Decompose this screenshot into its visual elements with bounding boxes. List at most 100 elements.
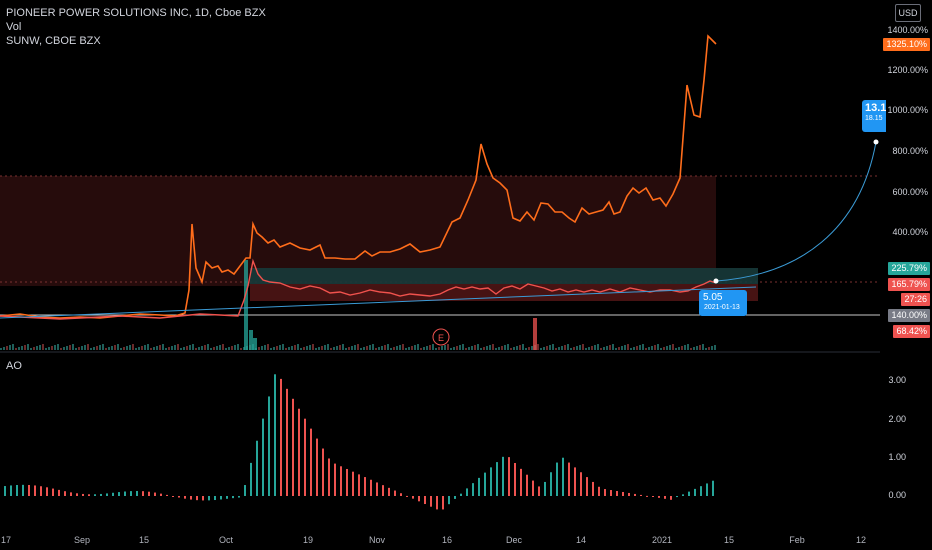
ao-bar bbox=[52, 488, 54, 496]
volume-bar bbox=[9, 345, 11, 350]
ao-bar bbox=[76, 493, 78, 496]
volume-bar bbox=[315, 348, 317, 350]
volume-bar bbox=[396, 346, 398, 350]
ao-bar bbox=[580, 472, 582, 496]
volume-bar bbox=[657, 344, 659, 350]
volume-bar bbox=[117, 344, 119, 350]
volume-bar bbox=[519, 345, 521, 350]
volume-bar bbox=[78, 347, 80, 350]
volume-bar bbox=[558, 347, 560, 350]
volume-bar bbox=[39, 345, 41, 350]
volume-bar bbox=[72, 344, 74, 350]
volume-bar bbox=[381, 346, 383, 350]
ao-bar bbox=[46, 487, 48, 496]
ao-bar bbox=[538, 486, 540, 496]
ao-bar bbox=[568, 462, 570, 496]
volume-bar bbox=[177, 344, 179, 350]
x-tick-label: 14 bbox=[575, 535, 587, 545]
volume-bar bbox=[555, 348, 557, 350]
ao-bar bbox=[526, 474, 528, 496]
volume-bar bbox=[249, 330, 253, 350]
volume-bar bbox=[42, 344, 44, 350]
ao-bar bbox=[280, 378, 282, 496]
projection-callout[interactable]: 13.1 18.15 bbox=[862, 100, 886, 132]
ao-bar bbox=[106, 493, 108, 496]
volume-bar bbox=[564, 345, 566, 350]
x-tick-label: Dec bbox=[505, 535, 523, 545]
volume-bar bbox=[183, 347, 185, 350]
ao-indicator-title[interactable]: AO bbox=[6, 360, 22, 372]
ao-bar bbox=[58, 489, 60, 496]
x-tick-label: Oct bbox=[218, 535, 234, 545]
y-tick-label: 1000.00% bbox=[887, 105, 928, 115]
ao-bar bbox=[550, 472, 552, 496]
ao-bar bbox=[598, 486, 600, 496]
ao-bar bbox=[628, 492, 630, 496]
volume-bar bbox=[711, 346, 713, 350]
ao-y-tick-label: 0.00 bbox=[888, 490, 906, 500]
ao-bar bbox=[16, 485, 18, 496]
x-tick-label: Nov bbox=[368, 535, 386, 545]
volume-bar bbox=[129, 345, 131, 350]
ao-bar bbox=[700, 486, 702, 496]
volume-bar bbox=[699, 345, 701, 350]
ao-bar bbox=[184, 496, 186, 499]
volume-bar bbox=[606, 346, 608, 350]
volume-bar bbox=[516, 346, 518, 350]
volume-bar bbox=[213, 347, 215, 350]
ao-bar bbox=[442, 496, 444, 510]
legend-title[interactable]: PIONEER POWER SOLUTIONS INC, 1D, Cboe BZ… bbox=[6, 7, 266, 19]
volume-bar bbox=[693, 347, 695, 350]
volume-bar bbox=[375, 348, 377, 350]
volume-bar bbox=[108, 347, 110, 350]
volume-bar bbox=[303, 347, 305, 350]
x-tick-label: 16 bbox=[441, 535, 453, 545]
y-tick-label: 600.00% bbox=[892, 187, 928, 197]
volume-bar bbox=[253, 338, 257, 350]
volume-bar bbox=[420, 348, 422, 350]
x-tick-label: Sep bbox=[73, 535, 91, 545]
ao-bar bbox=[82, 493, 84, 496]
price-callout[interactable]: 5.05 2021-01-13 bbox=[699, 290, 747, 316]
x-tick-label: 15 bbox=[723, 535, 735, 545]
volume-bar bbox=[273, 347, 275, 350]
price-callout-value: 5.05 bbox=[703, 292, 723, 303]
volume-bar bbox=[57, 344, 59, 350]
projection-callout-sub: 18.15 bbox=[865, 115, 883, 122]
volume-bar bbox=[45, 348, 47, 350]
y-tick-label: 1400.00% bbox=[887, 25, 928, 35]
red-zone-upper bbox=[0, 176, 716, 286]
volume-bar bbox=[648, 347, 650, 350]
volume-bar bbox=[36, 346, 38, 350]
volume-bar bbox=[687, 344, 689, 350]
volume-bar bbox=[336, 346, 338, 350]
volume-bar bbox=[609, 345, 611, 350]
ao-bar bbox=[10, 485, 12, 496]
y-tick-label: 800.00% bbox=[892, 146, 928, 156]
ao-bar bbox=[556, 462, 558, 496]
ao-bar bbox=[466, 488, 468, 496]
volume-bar bbox=[225, 348, 227, 350]
y-tick-label: 400.00% bbox=[892, 227, 928, 237]
volume-bar bbox=[498, 347, 500, 350]
volume-bar bbox=[465, 348, 467, 350]
volume-bar bbox=[651, 346, 653, 350]
ao-bar bbox=[220, 496, 222, 500]
chart-legend: PIONEER POWER SOLUTIONS INC, 1D, Cboe BZ… bbox=[6, 6, 266, 48]
volume-bar bbox=[168, 347, 170, 350]
x-tick-label: 17 bbox=[0, 535, 12, 545]
legend-compare-symbol[interactable]: SUNW, CBOE BZX bbox=[6, 35, 101, 47]
ao-bar bbox=[616, 491, 618, 496]
volume-bar bbox=[546, 346, 548, 350]
ao-bar bbox=[436, 496, 438, 510]
volume-bar bbox=[18, 347, 20, 350]
volume-bar bbox=[348, 347, 350, 350]
volume-bar bbox=[480, 348, 482, 350]
currency-button[interactable]: USD bbox=[895, 4, 921, 22]
volume-bar bbox=[345, 348, 347, 350]
legend-volume[interactable]: Vol bbox=[6, 21, 22, 33]
ao-bar bbox=[664, 496, 666, 499]
volume-bar bbox=[99, 345, 101, 350]
ao-bar bbox=[310, 428, 312, 496]
